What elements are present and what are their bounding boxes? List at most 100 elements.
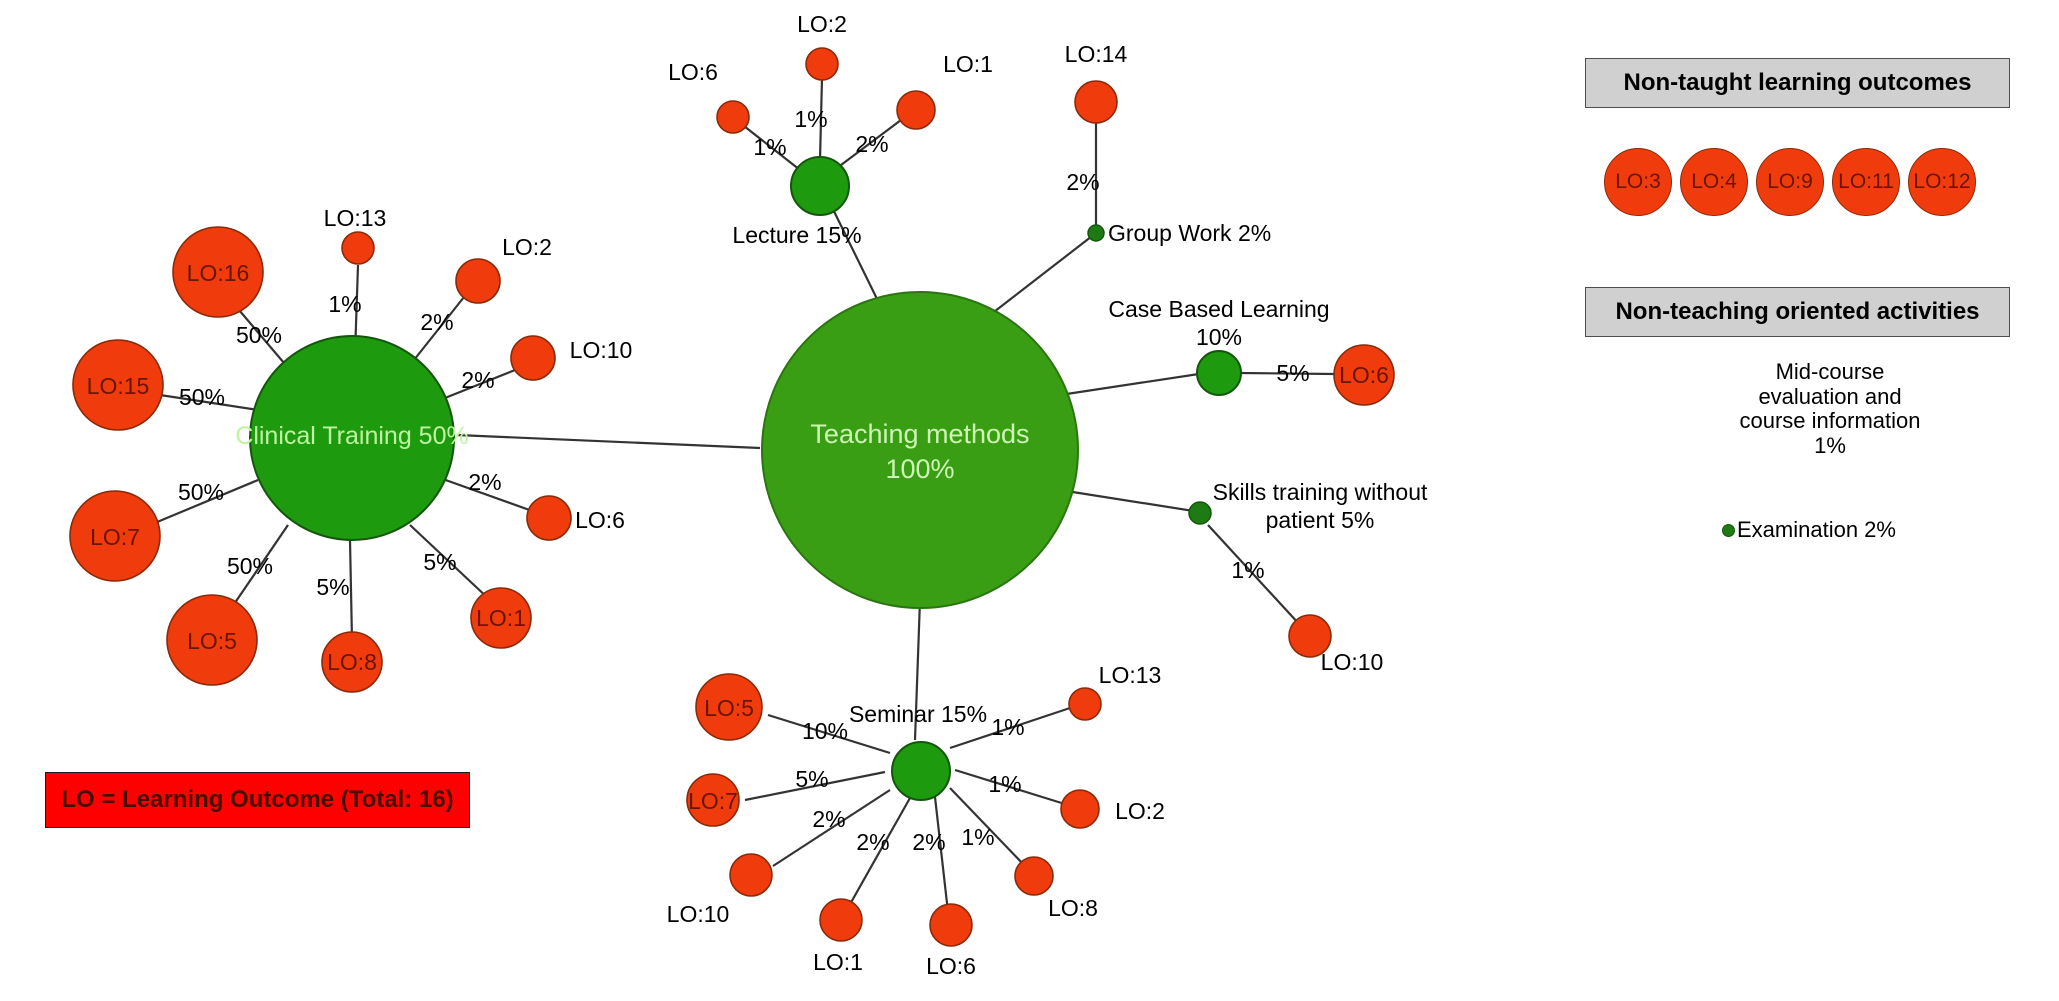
method-label-skills-line1: Skills training without bbox=[1213, 479, 1428, 505]
edge-pct-clinical-lo15: 50% bbox=[179, 384, 225, 410]
edge-pct-seminar-lo7: 5% bbox=[795, 766, 828, 792]
edge-root-clinical bbox=[456, 433, 761, 450]
lo-node-lecture-lo6[interactable] bbox=[716, 100, 750, 134]
non-taught-lo-12-label: LO:12 bbox=[1913, 170, 1971, 193]
edge-pct-lecture-lo6: 1% bbox=[753, 134, 786, 160]
edge-clinical-lo10 bbox=[439, 366, 521, 402]
method-node-lecture[interactable] bbox=[790, 156, 850, 216]
edge-clinical-lo2 bbox=[409, 291, 469, 366]
lo-label-lecture-lo2: LO:2 bbox=[797, 11, 847, 37]
lo-label-seminar-lo13: LO:13 bbox=[1099, 662, 1162, 688]
lo-node-clinical-lo5[interactable] bbox=[166, 594, 258, 686]
group-work-cluster: Group Work 2% LO:14 2% bbox=[1065, 41, 1272, 246]
edge-pct-seminar-lo6: 2% bbox=[912, 829, 945, 855]
method-label-skills-line2: patient 5% bbox=[1266, 507, 1375, 533]
non-teaching-panel-header: Non-teaching oriented activities bbox=[1585, 287, 2010, 337]
method-label-cbl-line1: Case Based Learning bbox=[1108, 296, 1329, 322]
lo-label-seminar-lo8: LO:8 bbox=[1048, 895, 1098, 921]
edge-skills-lo10 bbox=[1207, 524, 1301, 626]
lo-node-seminar-lo6[interactable] bbox=[929, 903, 973, 947]
method-node-case-based-learning[interactable] bbox=[1196, 350, 1242, 396]
edge-pct-cbl-lo6: 5% bbox=[1276, 360, 1309, 386]
lo-node-clinical-lo6[interactable] bbox=[526, 495, 572, 541]
edge-clinical-lo6 bbox=[439, 476, 536, 514]
edge-pct-seminar-lo2: 1% bbox=[988, 771, 1021, 797]
edge-seminar-lo8 bbox=[949, 787, 1026, 867]
lo-label-cbl-lo6: LO:6 bbox=[1339, 362, 1389, 388]
lo-node-seminar-lo1[interactable] bbox=[819, 898, 863, 942]
lo-node-lecture-lo1[interactable] bbox=[896, 90, 936, 130]
midcourse-label-line4: 1% bbox=[1814, 432, 1846, 458]
edge-seminar-lo6 bbox=[933, 796, 950, 913]
edge-clinical-lo5 bbox=[227, 524, 289, 614]
non-taught-lo-3[interactable]: LO:3 bbox=[1604, 148, 1672, 216]
method-node-skills-training[interactable] bbox=[1188, 501, 1212, 525]
edge-pct-clinical-lo1: 5% bbox=[423, 549, 456, 575]
method-node-seminar[interactable] bbox=[891, 741, 951, 801]
lo-label-clinical-lo13: LO:13 bbox=[324, 205, 387, 231]
edge-pct-clinical-lo7: 50% bbox=[178, 479, 224, 505]
midcourse-label-line3: course information bbox=[1739, 408, 1921, 434]
lo-node-clinical-lo16[interactable] bbox=[172, 226, 264, 318]
edge-pct-seminar-lo10: 2% bbox=[812, 806, 845, 832]
lo-node-clinical-lo15[interactable] bbox=[72, 339, 164, 431]
non-teaching-activity-examination[interactable]: Examination 2% bbox=[1722, 517, 1896, 543]
lo-node-clinical-lo13[interactable] bbox=[341, 231, 375, 265]
method-node-teaching-methods[interactable] bbox=[761, 291, 1079, 609]
edge-clinical-lo7 bbox=[149, 478, 259, 527]
lo-node-seminar-lo2[interactable] bbox=[1060, 789, 1100, 829]
lo-node-seminar-lo5[interactable] bbox=[695, 673, 763, 741]
lo-node-clinical-lo1[interactable] bbox=[470, 587, 532, 649]
non-taught-lo-11[interactable]: LO:11 bbox=[1832, 148, 1900, 216]
root-label-line1: Teaching methods bbox=[810, 419, 1029, 449]
lo-node-clinical-lo2[interactable] bbox=[455, 258, 501, 304]
lo-node-clinical-lo8[interactable] bbox=[321, 631, 383, 693]
edge-pct-clinical-lo2: 2% bbox=[420, 309, 453, 335]
edge-clinical-lo15 bbox=[159, 393, 259, 412]
edge-pct-lecture-lo2: 1% bbox=[794, 106, 827, 132]
edge-root-skills bbox=[1059, 488, 1201, 514]
midcourse-label-line1: Mid-course bbox=[1775, 359, 1885, 384]
lo-label-seminar-lo7: LO:7 bbox=[688, 788, 738, 814]
legend-box: LO = Learning Outcome (Total: 16) bbox=[45, 772, 470, 828]
edge-pct-seminar-lo13: 1% bbox=[991, 714, 1024, 740]
edge-root-groupwork bbox=[989, 232, 1097, 316]
seminar-cluster: Seminar 15% LO:5 LO:7 LO:10 LO:1 LO:6 LO… bbox=[667, 662, 1165, 979]
edge-lecture-lo1 bbox=[840, 116, 906, 166]
method-node-clinical-training[interactable] bbox=[249, 335, 455, 541]
non-taught-lo-12[interactable]: LO:12 bbox=[1908, 148, 1976, 216]
lo-node-clinical-lo7[interactable] bbox=[69, 490, 161, 582]
lo-label-clinical-lo6: LO:6 bbox=[575, 507, 625, 533]
lo-label-clinical-lo1: LO:1 bbox=[476, 605, 526, 631]
lo-label-clinical-lo10: LO:10 bbox=[570, 337, 633, 363]
lo-label-clinical-lo7: LO:7 bbox=[90, 524, 140, 550]
edge-seminar-lo7 bbox=[744, 770, 886, 802]
lo-label-seminar-lo1: LO:1 bbox=[813, 949, 863, 975]
lo-label-clinical-lo2: LO:2 bbox=[502, 234, 552, 260]
lo-label-clinical-lo8: LO:8 bbox=[327, 649, 377, 675]
lo-node-seminar-lo7[interactable] bbox=[686, 773, 740, 827]
lo-label-seminar-lo10: LO:10 bbox=[667, 901, 730, 927]
non-taught-lo-4[interactable]: LO:4 bbox=[1680, 148, 1748, 216]
edge-seminar-lo1 bbox=[848, 797, 911, 907]
lo-node-groupwork-lo14[interactable] bbox=[1074, 80, 1118, 124]
method-node-group-work[interactable] bbox=[1087, 224, 1105, 242]
lo-node-cbl-lo6[interactable] bbox=[1333, 344, 1395, 406]
lo-node-seminar-lo8[interactable] bbox=[1014, 856, 1054, 896]
midcourse-label-line2: evaluation and bbox=[1758, 383, 1902, 409]
non-taught-lo-11-label: LO:11 bbox=[1838, 170, 1894, 193]
edge-clinical-lo8 bbox=[348, 539, 354, 641]
lo-node-skills-lo10[interactable] bbox=[1288, 614, 1332, 658]
lo-node-lecture-lo2[interactable] bbox=[805, 47, 839, 81]
lo-node-seminar-lo10[interactable] bbox=[729, 853, 773, 897]
non-teaching-activity-midcourse[interactable]: Mid-course evaluation and course informa… bbox=[1700, 359, 1960, 459]
lo-node-clinical-lo10[interactable] bbox=[510, 335, 556, 381]
root-edges bbox=[456, 192, 1213, 741]
lo-label-seminar-lo6: LO:6 bbox=[926, 953, 976, 979]
method-label-clinical-training: Clinical Training 50% bbox=[235, 422, 468, 450]
lo-node-seminar-lo13[interactable] bbox=[1068, 687, 1102, 721]
edge-pct-groupwork-lo14: 2% bbox=[1066, 169, 1099, 195]
non-taught-lo-9[interactable]: LO:9 bbox=[1756, 148, 1824, 216]
lo-label-seminar-lo2: LO:2 bbox=[1115, 798, 1165, 824]
